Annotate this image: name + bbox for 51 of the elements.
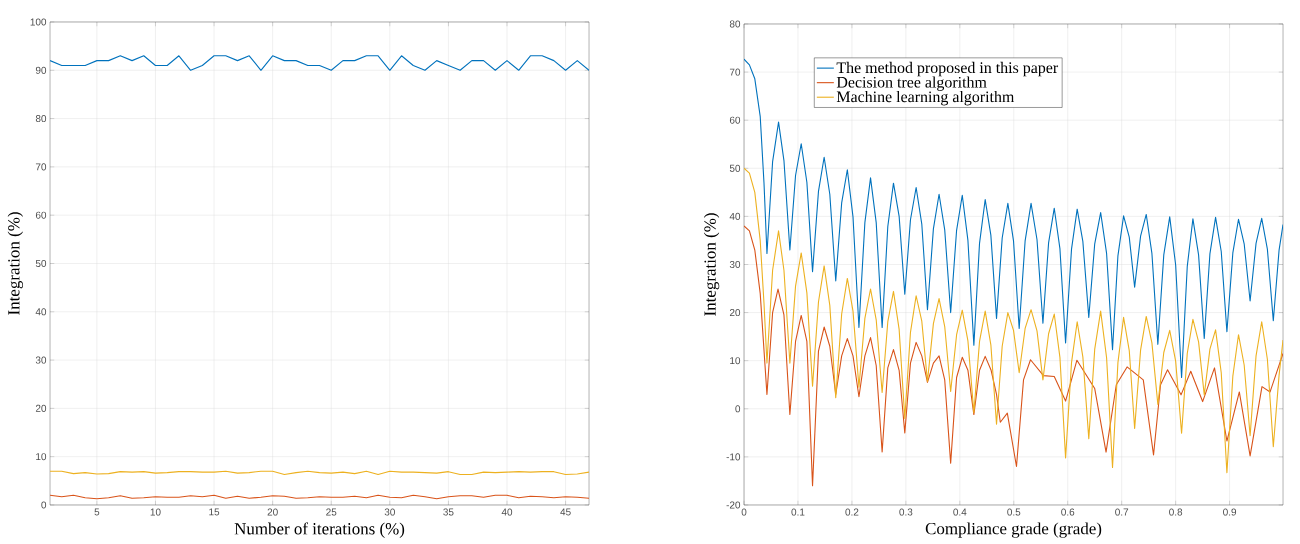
- x-tick-label: 25: [326, 508, 337, 516]
- x-tick-label: 0.8: [1169, 508, 1183, 516]
- x-tick-label: 0.2: [845, 508, 859, 516]
- y-tick-label: 0: [41, 501, 47, 509]
- y-tick-label: 40: [729, 212, 741, 220]
- x-tick-label: 5: [94, 508, 100, 516]
- y-tick-label: 50: [729, 164, 741, 172]
- y-tick-label: 40: [35, 308, 47, 316]
- y-tick-label: 70: [35, 163, 47, 171]
- x-tick-label: 15: [209, 508, 220, 516]
- y-tick-label: 30: [35, 356, 47, 364]
- y-tick-label: 100: [30, 18, 47, 26]
- x-tick-label: 20: [267, 508, 278, 516]
- line-series: [744, 225, 1284, 487]
- x-tick-label: 0.6: [1061, 508, 1075, 516]
- x-axis-title: Number of iterations (%): [234, 522, 405, 538]
- y-tick-label: 20: [35, 404, 47, 412]
- line-series: [744, 167, 1284, 474]
- y-axis-title: Integration (%): [703, 213, 720, 316]
- x-tick-label: 0.4: [953, 508, 967, 516]
- y-tick-label: 80: [35, 115, 47, 123]
- y-tick-label: 10: [730, 357, 741, 365]
- y-axis-title: Integration (%): [7, 212, 24, 315]
- legend-label: The method proposed in this paper: [836, 61, 1059, 77]
- x-tick-label: 0.1: [791, 508, 805, 516]
- y-tick-label: 80: [729, 20, 741, 28]
- legend-label: Machine learning algorithm: [836, 90, 1015, 106]
- y-tick-label: 0: [735, 405, 741, 413]
- x-tick-label: 0.5: [1007, 508, 1021, 516]
- y-tick-label: 50: [35, 259, 47, 268]
- y-tick-label: 30: [729, 260, 741, 269]
- x-tick-label: 0: [741, 508, 747, 516]
- x-tick-label: 10: [150, 508, 161, 516]
- y-tick-label: 60: [729, 116, 741, 124]
- x-tick-label: 35: [443, 508, 454, 516]
- y-tick-label: 10: [36, 453, 47, 461]
- x-tick-label: 30: [384, 508, 395, 516]
- y-tick-label: -20: [726, 501, 741, 509]
- x-axis-title: Compliance grade (grade): [925, 522, 1102, 538]
- legend-label: Decision tree algorithm: [836, 76, 987, 91]
- y-tick-label: 90: [35, 66, 47, 74]
- y-tick-label: -10: [726, 453, 741, 461]
- y-tick-label: 60: [35, 211, 47, 219]
- x-tick-label: 0.7: [1115, 508, 1129, 516]
- y-tick-label: 70: [729, 68, 741, 76]
- x-tick-label: 0.3: [899, 508, 913, 516]
- x-tick-label: 40: [501, 508, 513, 516]
- y-tick-label: 20: [729, 309, 741, 317]
- x-tick-label: 0.9: [1223, 508, 1237, 516]
- line-series: [744, 58, 1284, 379]
- x-tick-label: 45: [560, 508, 571, 516]
